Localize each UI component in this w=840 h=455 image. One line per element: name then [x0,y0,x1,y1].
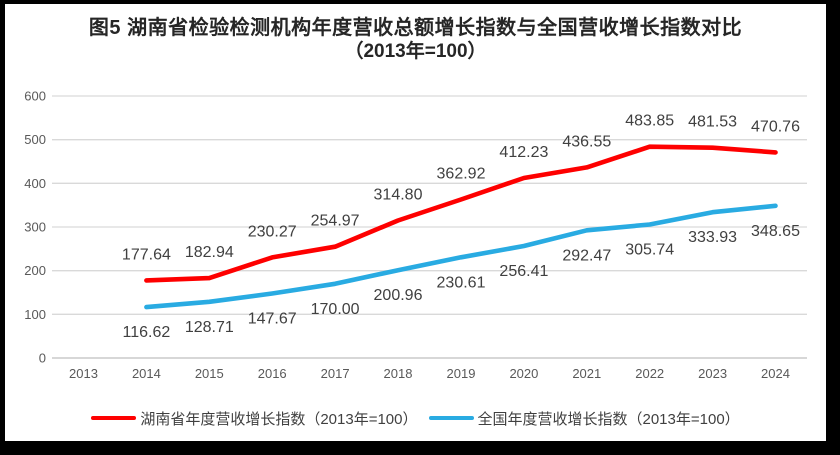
svg-text:177.64: 177.64 [122,246,171,263]
svg-text:481.53: 481.53 [688,114,737,131]
svg-text:128.71: 128.71 [185,319,234,336]
svg-text:436.55: 436.55 [562,133,611,150]
svg-text:2014: 2014 [132,366,161,381]
svg-text:333.93: 333.93 [688,229,737,246]
svg-text:2023: 2023 [698,366,727,381]
svg-text:500: 500 [24,132,46,147]
legend: 湖南省年度营收增长指数（2013年=100） 全国年度营收增长指数（2013年=… [5,406,826,430]
svg-text:2017: 2017 [321,366,350,381]
legend-label-hunan: 湖南省年度营收增长指数（2013年=100） [140,410,418,428]
svg-text:200: 200 [24,263,46,278]
legend-item-hunan: 湖南省年度营收增长指数（2013年=100） [91,408,418,429]
svg-text:182.94: 182.94 [185,244,234,261]
svg-text:256.41: 256.41 [499,263,548,280]
svg-text:230.61: 230.61 [437,274,486,291]
svg-text:470.76: 470.76 [751,118,800,135]
svg-text:147.67: 147.67 [248,311,297,328]
svg-text:200.96: 200.96 [374,287,423,304]
chart-background [5,4,826,441]
svg-text:2024: 2024 [761,366,790,381]
svg-text:2015: 2015 [195,366,224,381]
svg-text:2020: 2020 [509,366,538,381]
svg-text:400: 400 [24,176,46,191]
svg-text:254.97: 254.97 [311,213,360,230]
svg-text:2021: 2021 [572,366,601,381]
chart-title: 图5 湖南省检验检测机构年度营收总额增长指数与全国营收增长指数对比 [88,17,743,39]
svg-text:412.23: 412.23 [499,144,548,161]
svg-text:292.47: 292.47 [562,247,611,264]
legend-item-national: 全国年度营收增长指数（2013年=100） [428,408,740,429]
svg-text:314.80: 314.80 [374,187,423,204]
svg-text:0: 0 [39,351,46,366]
svg-text:100: 100 [24,307,46,322]
svg-text:2019: 2019 [447,366,476,381]
legend-label-national: 全国年度营收增长指数（2013年=100） [477,410,740,428]
svg-text:362.92: 362.92 [437,166,486,183]
svg-text:300: 300 [24,220,46,235]
svg-text:348.65: 348.65 [751,223,800,240]
chart-title-block: 图5 湖南省检验检测机构年度营收总额增长指数与全国营收增长指数对比 （2013年… [5,17,826,63]
svg-text:600: 600 [24,89,46,104]
chart-subtitle: （2013年=100） [344,41,487,62]
svg-text:2018: 2018 [384,366,413,381]
svg-text:170.00: 170.00 [311,301,360,318]
svg-text:116.62: 116.62 [123,324,171,341]
svg-text:2013: 2013 [69,366,98,381]
svg-text:2022: 2022 [635,366,664,381]
legend-line-icon-national [428,415,474,421]
legend-line-icon-hunan [91,415,137,421]
svg-text:483.85: 483.85 [625,113,674,130]
svg-text:2016: 2016 [258,366,287,381]
svg-text:230.27: 230.27 [248,223,297,240]
svg-text:305.74: 305.74 [625,242,674,259]
